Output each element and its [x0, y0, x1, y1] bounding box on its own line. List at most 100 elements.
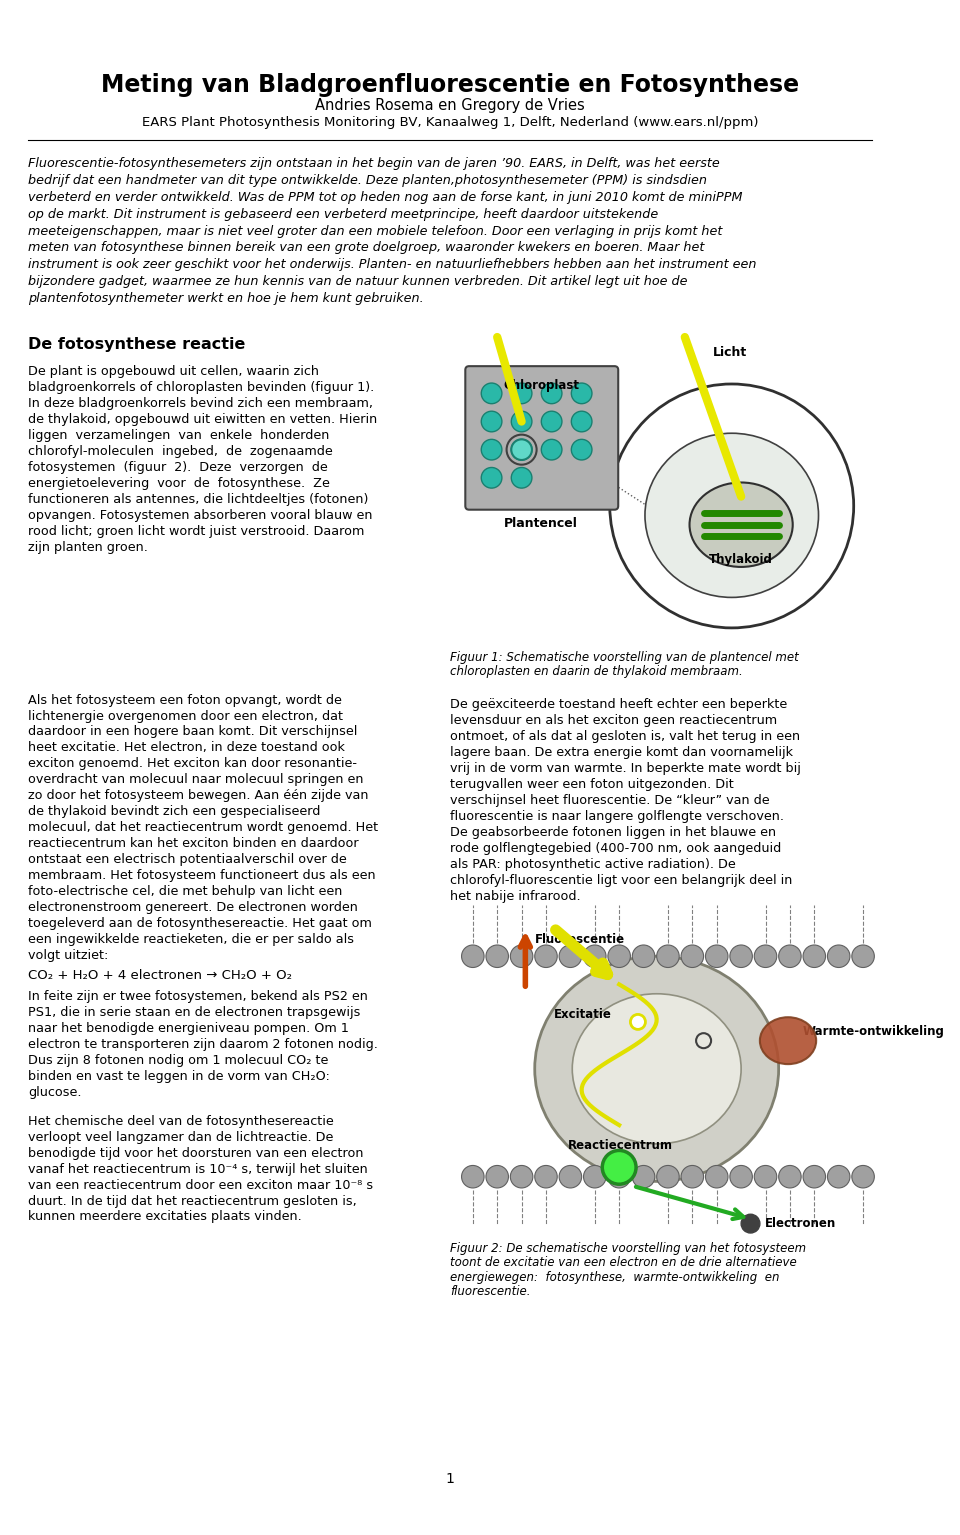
Text: volgt uitziet:: volgt uitziet: — [28, 949, 108, 962]
Text: toont de excitatie van een electron en de drie alternatieve: toont de excitatie van een electron en d… — [450, 1257, 797, 1269]
Text: molecuul, dat het reactiecentrum wordt genoemd. Het: molecuul, dat het reactiecentrum wordt g… — [28, 821, 378, 834]
Circle shape — [559, 946, 582, 967]
Text: opvangen. Fotosystemen absorberen vooral blauw en: opvangen. Fotosystemen absorberen vooral… — [28, 508, 372, 522]
Circle shape — [486, 946, 509, 967]
Text: Excitatie: Excitatie — [554, 1008, 612, 1021]
Circle shape — [633, 946, 655, 967]
Text: duurt. In de tijd dat het reactiecentrum gesloten is,: duurt. In de tijd dat het reactiecentrum… — [28, 1194, 357, 1208]
Text: energietoelevering  voor  de  fotosynthese.  Ze: energietoelevering voor de fotosynthese.… — [28, 477, 330, 490]
Circle shape — [571, 384, 592, 404]
Text: ontstaat een electrisch potentiaalverschil over de: ontstaat een electrisch potentiaalversch… — [28, 853, 347, 866]
Circle shape — [755, 1165, 777, 1188]
Circle shape — [512, 439, 532, 460]
Circle shape — [828, 946, 850, 967]
Text: De geëxciteerde toestand heeft echter een beperkte: De geëxciteerde toestand heeft echter ee… — [450, 698, 787, 711]
Circle shape — [779, 946, 802, 967]
Text: Figuur 2: De schematische voorstelling van het fotosysteem: Figuur 2: De schematische voorstelling v… — [450, 1242, 806, 1256]
Ellipse shape — [572, 993, 741, 1144]
Circle shape — [535, 1165, 557, 1188]
Text: vrij in de vorm van warmte. In beperkte mate wordt bij: vrij in de vorm van warmte. In beperkte … — [450, 761, 802, 775]
Circle shape — [657, 946, 680, 967]
Circle shape — [462, 946, 484, 967]
Circle shape — [852, 1165, 875, 1188]
Text: CO₂ + H₂O + 4 electronen → CH₂O + O₂: CO₂ + H₂O + 4 electronen → CH₂O + O₂ — [28, 970, 292, 982]
Circle shape — [608, 1165, 631, 1188]
Text: instrument is ook zeer geschikt voor het onderwijs. Planten- en natuurliefhebber: instrument is ook zeer geschikt voor het… — [28, 258, 756, 272]
Text: electron te transporteren zijn daarom 2 fotonen nodig.: electron te transporteren zijn daarom 2 … — [28, 1038, 378, 1051]
Circle shape — [511, 1165, 533, 1188]
Text: zo door het fotosysteem bewegen. Aan één zijde van: zo door het fotosysteem bewegen. Aan één… — [28, 789, 369, 803]
Circle shape — [512, 384, 532, 404]
Text: als PAR: photosynthetic active radiation). De: als PAR: photosynthetic active radiation… — [450, 858, 736, 870]
Circle shape — [657, 1165, 680, 1188]
Text: membraam. Het fotosysteem functioneert dus als een: membraam. Het fotosysteem functioneert d… — [28, 869, 375, 883]
Circle shape — [481, 439, 502, 460]
Circle shape — [512, 439, 532, 460]
Text: Figuur 1: Schematische voorstelling van de plantencel met: Figuur 1: Schematische voorstelling van … — [450, 651, 799, 665]
Text: De fotosynthese reactie: De fotosynthese reactie — [28, 338, 246, 352]
Circle shape — [633, 1165, 655, 1188]
Circle shape — [571, 411, 592, 431]
Text: Licht: Licht — [713, 347, 747, 359]
Circle shape — [481, 411, 502, 431]
Text: Andries Rosema en Gregory de Vries: Andries Rosema en Gregory de Vries — [316, 98, 586, 114]
Text: reactiecentrum kan het exciton binden en daardoor: reactiecentrum kan het exciton binden en… — [28, 837, 359, 850]
Text: Fluorescentie: Fluorescentie — [535, 933, 625, 946]
Circle shape — [481, 384, 502, 404]
Circle shape — [481, 468, 502, 488]
Text: In feite zijn er twee fotosystemen, bekend als PS2 en: In feite zijn er twee fotosystemen, beke… — [28, 990, 368, 1002]
Text: verloopt veel langzamer dan de lichtreactie. De: verloopt veel langzamer dan de lichtreac… — [28, 1131, 333, 1144]
Text: kunnen meerdere excitaties plaats vinden.: kunnen meerdere excitaties plaats vinden… — [28, 1211, 301, 1223]
Circle shape — [730, 1165, 753, 1188]
Text: Chloroplast: Chloroplast — [503, 379, 579, 393]
Text: terugvallen weer een foton uitgezonden. Dit: terugvallen weer een foton uitgezonden. … — [450, 778, 734, 791]
Circle shape — [852, 946, 875, 967]
Ellipse shape — [645, 433, 819, 597]
Text: verbeterd en verder ontwikkeld. Was de PPM tot op heden nog aan de forse kant, i: verbeterd en verder ontwikkeld. Was de P… — [28, 190, 743, 204]
Text: De geabsorbeerde fotonen liggen in het blauwe en: De geabsorbeerde fotonen liggen in het b… — [450, 826, 777, 838]
Text: zijn planten groen.: zijn planten groen. — [28, 540, 148, 554]
Text: naar het benodigde energieniveau pompen. Om 1: naar het benodigde energieniveau pompen.… — [28, 1022, 349, 1035]
Circle shape — [571, 439, 592, 460]
Circle shape — [803, 946, 826, 967]
Circle shape — [828, 1165, 850, 1188]
Text: rode golflengtegebied (400-700 nm, ook aangeduid: rode golflengtegebied (400-700 nm, ook a… — [450, 841, 781, 855]
Text: daardoor in een hogere baan komt. Dit verschijnsel: daardoor in een hogere baan komt. Dit ve… — [28, 726, 357, 738]
Circle shape — [512, 468, 532, 488]
Circle shape — [541, 411, 562, 431]
Circle shape — [602, 1150, 636, 1183]
Text: vanaf het reactiecentrum is 10⁻⁴ s, terwijl het sluiten: vanaf het reactiecentrum is 10⁻⁴ s, terw… — [28, 1162, 368, 1176]
Text: binden en vast te leggen in de vorm van CH₂O:: binden en vast te leggen in de vorm van … — [28, 1070, 330, 1082]
Circle shape — [610, 384, 853, 628]
Circle shape — [535, 946, 557, 967]
Circle shape — [462, 1165, 484, 1188]
Text: op de markt. Dit instrument is gebaseerd een verbeterd meetprincipe, heeft daard: op de markt. Dit instrument is gebaseerd… — [28, 207, 659, 221]
Text: meten van fotosynthese binnen bereik van een grote doelgroep, waaronder kwekers : meten van fotosynthese binnen bereik van… — [28, 241, 705, 255]
Circle shape — [741, 1214, 760, 1233]
Circle shape — [486, 1165, 509, 1188]
Circle shape — [584, 1165, 606, 1188]
Circle shape — [706, 1165, 728, 1188]
Text: PS1, die in serie staan en de electronen trapsgewijs: PS1, die in serie staan en de electronen… — [28, 1005, 361, 1019]
Text: electronenstroom genereert. De electronen worden: electronenstroom genereert. De electrone… — [28, 901, 358, 913]
Circle shape — [681, 946, 704, 967]
Text: Als het fotosysteem een foton opvangt, wordt de: Als het fotosysteem een foton opvangt, w… — [28, 694, 342, 706]
Text: lagere baan. De extra energie komt dan voornamelijk: lagere baan. De extra energie komt dan v… — [450, 746, 793, 760]
Circle shape — [681, 1165, 704, 1188]
Text: rood licht; groen licht wordt juist verstrooid. Daarom: rood licht; groen licht wordt juist vers… — [28, 525, 365, 537]
Text: de thylakoid bevindt zich een gespecialiseerd: de thylakoid bevindt zich een gespeciali… — [28, 806, 321, 818]
Ellipse shape — [535, 956, 779, 1182]
FancyBboxPatch shape — [466, 367, 618, 510]
Text: Electronen: Electronen — [764, 1217, 836, 1230]
Circle shape — [779, 1165, 802, 1188]
Text: toegeleverd aan de fotosynthesereactie. Het gaat om: toegeleverd aan de fotosynthesereactie. … — [28, 916, 372, 930]
Circle shape — [584, 946, 606, 967]
Text: chlorofyl-fluorescentie ligt voor een belangrijk deel in: chlorofyl-fluorescentie ligt voor een be… — [450, 873, 793, 887]
Text: Meting van Bladgroenfluorescentie en Fotosynthese: Meting van Bladgroenfluorescentie en Fot… — [101, 72, 800, 97]
Text: Dus zijn 8 fotonen nodig om 1 molecuul CO₂ te: Dus zijn 8 fotonen nodig om 1 molecuul C… — [28, 1055, 328, 1067]
Ellipse shape — [689, 482, 793, 566]
Text: een ingewikkelde reactieketen, die er per saldo als: een ingewikkelde reactieketen, die er pe… — [28, 933, 354, 946]
Text: bijzondere gadget, waarmee ze hun kennis van de natuur kunnen verbreden. Dit art: bijzondere gadget, waarmee ze hun kennis… — [28, 275, 687, 289]
Circle shape — [755, 946, 777, 967]
Text: Thylakoid: Thylakoid — [709, 553, 773, 566]
